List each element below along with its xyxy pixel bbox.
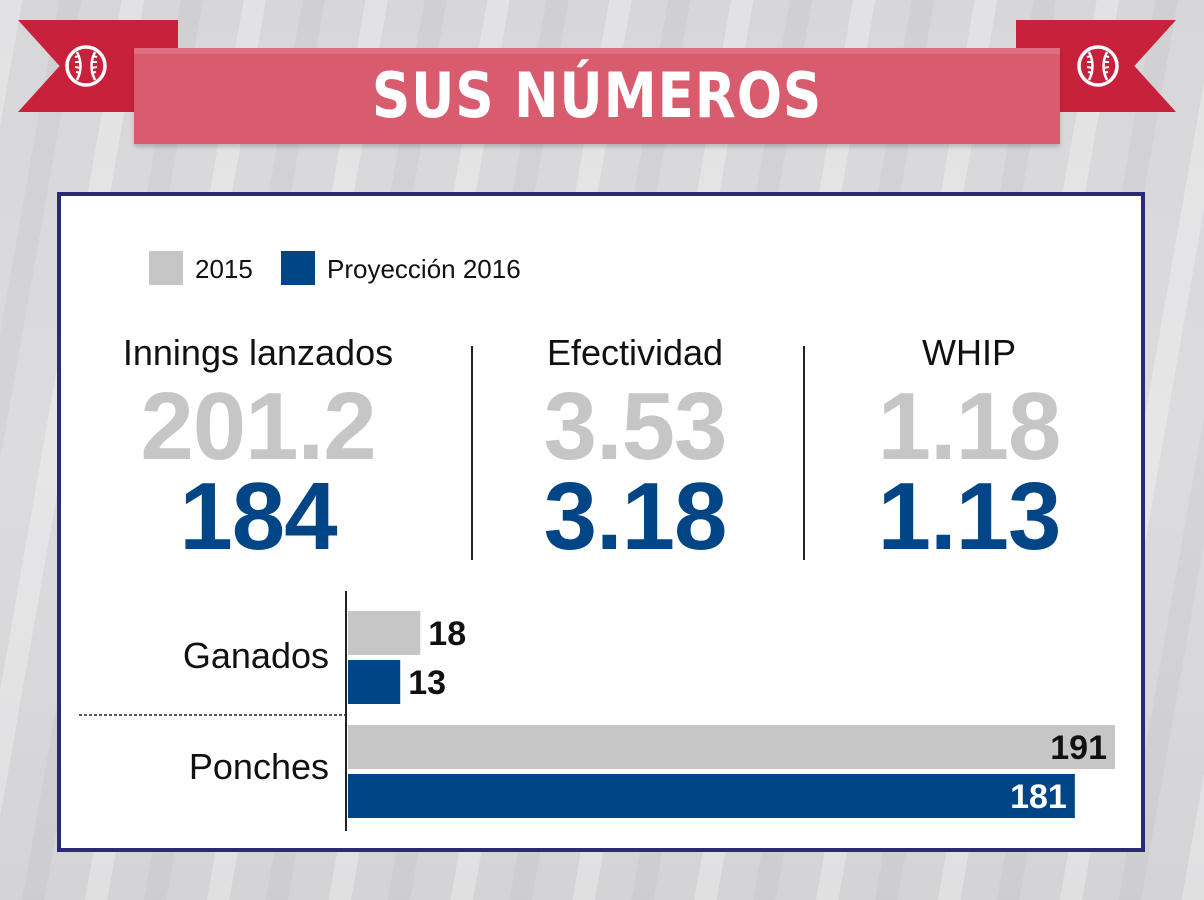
baseball-icon xyxy=(1077,45,1119,87)
stat-divider xyxy=(803,346,805,560)
legend-label-2015: 2015 xyxy=(195,254,253,284)
legend-swatch-2015 xyxy=(149,251,183,285)
category-label: Ponches xyxy=(189,746,329,787)
stat-value-2016: 3.18 xyxy=(543,463,728,570)
bar xyxy=(348,611,421,655)
stat-label: Efectividad xyxy=(546,332,724,373)
stat-efectividad: Efectividad 3.53 3.18 xyxy=(485,331,785,565)
bar xyxy=(348,660,401,704)
data-label: 191 xyxy=(1050,729,1107,767)
stat-whip: WHIP 1.18 1.13 xyxy=(821,331,1117,565)
stat-label: Innings lanzados xyxy=(122,332,394,373)
bar-chart: Ganados 18 13 Ponches 191 181 xyxy=(79,591,1115,831)
legend-label-2016: Proyección 2016 xyxy=(327,254,521,284)
stat-innings: Innings lanzados 201.2 184 xyxy=(97,331,419,565)
legend-swatch-2016 xyxy=(281,251,315,285)
stat-divider xyxy=(471,346,473,560)
stat-value-2016: 184 xyxy=(179,463,337,570)
page-title: SUS NÚMEROS xyxy=(371,59,823,132)
stat-value-2016: 1.13 xyxy=(877,463,1062,570)
stats-card: 2015 Proyección 2016 Innings lanzados 20… xyxy=(57,192,1145,852)
data-label: 18 xyxy=(428,615,466,653)
bar xyxy=(348,725,1115,769)
data-label: 13 xyxy=(408,664,446,702)
bar xyxy=(348,774,1075,818)
data-label: 181 xyxy=(1010,778,1067,816)
stat-value-2015: 1.18 xyxy=(877,373,1062,480)
baseball-icon xyxy=(65,45,107,87)
stat-value-2015: 201.2 xyxy=(140,373,376,480)
title-banner: SUS NÚMEROS xyxy=(134,48,1060,144)
category-label: Ganados xyxy=(183,635,329,676)
stat-value-2015: 3.53 xyxy=(543,373,728,480)
stat-label: WHIP xyxy=(922,332,1016,373)
